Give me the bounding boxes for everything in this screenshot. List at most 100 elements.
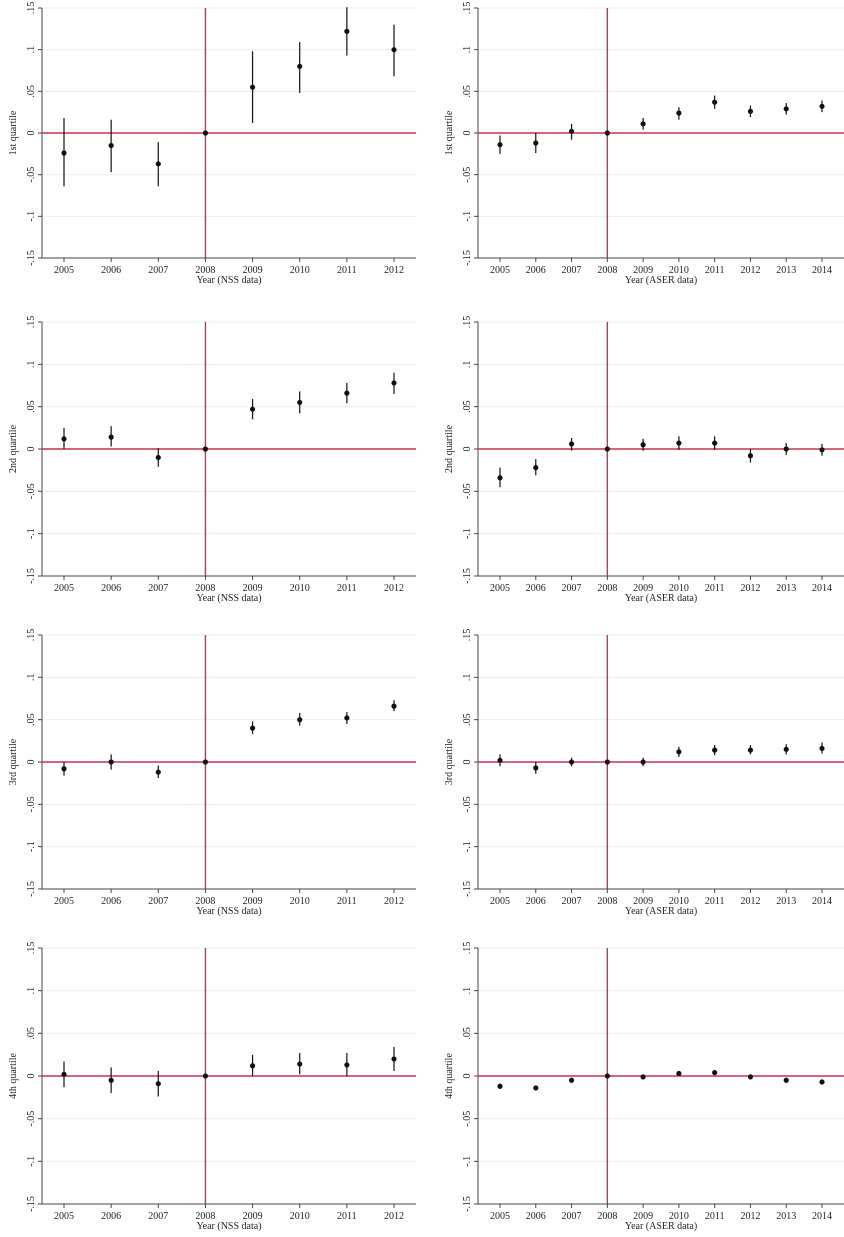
x-tick-label: 2008 [597,583,617,594]
point-estimate [202,446,209,452]
x-tick-label: 2011 [337,1211,357,1222]
point-estimate [344,1062,350,1068]
point-estimate [604,130,610,136]
y-tick-label: .1 [462,361,473,369]
x-tick-label: 2006 [526,583,546,594]
y-tick-label: -.1 [26,528,37,539]
x-tick-label: 2005 [54,1211,74,1222]
x-tick-label: 2010 [290,1211,310,1222]
y-tick-label: .15 [26,629,37,642]
point-estimate [497,475,503,481]
x-tick-label: 2013 [776,265,796,276]
x-tick-label: 2008 [195,265,215,276]
x-tick-label: 2008 [597,265,617,276]
point-estimate [568,128,575,134]
x-tick-label: 2008 [597,1211,617,1222]
point-estimate [676,440,682,446]
point-estimate [155,161,161,167]
y-tick-label: -.15 [462,568,473,584]
y-tick-label: 0 [462,131,473,136]
x-tick-label: 2011 [337,896,357,907]
point-estimate [819,1079,825,1085]
y-tick-label: .05 [462,1027,473,1040]
y-tick-label: 0 [462,1074,473,1079]
x-tick-label: 2006 [101,1211,121,1222]
x-tick-label: 2010 [669,1211,689,1222]
y-tick-label: .1 [462,674,473,682]
x-tick-label: 2007 [562,896,582,907]
y-tick-label: -.15 [462,881,473,897]
x-tick-label: 2010 [669,583,689,594]
y-tick-label: -.15 [26,881,37,897]
y-tick-label: -.1 [26,1156,37,1167]
x-tick-label: 2007 [562,1211,582,1222]
x-tick-label: 2012 [384,265,404,276]
point-estimate [676,1070,682,1077]
x-tick-label: 2005 [54,896,74,907]
point-estimate [344,715,350,721]
point-estimate [61,150,67,156]
x-tick-label: 2005 [54,583,74,594]
x-tick-label: 2014 [812,1211,832,1222]
y-tick-label: -.05 [462,1111,473,1127]
y-tick-label: -.05 [26,483,37,499]
y-tick-label: -.15 [26,568,37,584]
x-tick-label: 2014 [812,896,832,907]
y-tick-label: -.05 [462,483,473,499]
y-tick-label: -.05 [26,796,37,812]
point-estimate [568,441,575,447]
y-axis-title: 3rd quartile [8,738,19,785]
point-estimate [155,454,161,461]
y-tick-label: .15 [26,2,37,15]
y-tick-label: 0 [26,760,37,765]
x-tick-label: 2012 [740,1211,760,1222]
x-tick-label: 2014 [812,583,832,594]
y-tick-label: -.05 [462,167,473,183]
x-tick-label: 2006 [526,265,546,276]
point-estimate [391,703,397,709]
y-tick-label: .1 [26,987,37,995]
x-tick-label: 2007 [562,265,582,276]
point-estimate [747,747,754,753]
y-tick-label: -.1 [462,1156,473,1167]
x-tick-label: 2007 [148,265,168,276]
x-tick-label: 2012 [740,265,760,276]
y-tick-label: .1 [462,46,473,54]
y-tick-label: .15 [462,316,473,329]
point-estimate [297,399,303,406]
point-estimate [783,1077,789,1083]
x-tick-label: 2012 [384,583,404,594]
x-tick-label: 2005 [490,265,510,276]
point-estimate [61,1071,67,1077]
panel-6: .15 .1 .05 0 -.05 -.1 -.15 3rd quartile 2005 2006… [444,629,844,917]
x-tick-label: 2005 [490,583,510,594]
y-tick-label: .05 [26,85,37,98]
panel-3: .15 .1 .05 0 -.05 -.1 -.15 2nd quartile 2005 2006… [8,316,416,604]
point-estimate [533,765,539,771]
y-tick-label: .05 [462,713,473,726]
point-estimate [783,106,789,112]
x-axis-title: Year (NSS data) [196,275,261,286]
x-tick-label: 2008 [195,583,215,594]
y-tick-label: -.1 [26,841,37,852]
y-axis-title: 1st quartile [444,110,455,155]
point-estimate [249,725,256,731]
x-tick-label: 2008 [597,896,617,907]
point-estimate [604,446,610,452]
x-tick-label: 2008 [195,896,215,907]
point-estimate [712,440,718,446]
x-tick-label: 2009 [633,265,653,276]
point-estimate [344,28,350,34]
y-axis-title: 4th quartile [8,1053,19,1099]
y-tick-label: .1 [462,987,473,995]
point-estimate [568,759,575,765]
x-tick-label: 2007 [148,1211,168,1222]
y-tick-label: -.1 [462,528,473,539]
point-estimate [819,447,825,453]
point-estimate [533,465,539,471]
point-estimate [747,108,754,114]
panel-4: .15 .1 .05 0 -.05 -.1 -.15 2nd quartile 2005 2006… [444,316,844,604]
x-tick-label: 2011 [337,583,357,594]
x-tick-label: 2012 [384,1211,404,1222]
